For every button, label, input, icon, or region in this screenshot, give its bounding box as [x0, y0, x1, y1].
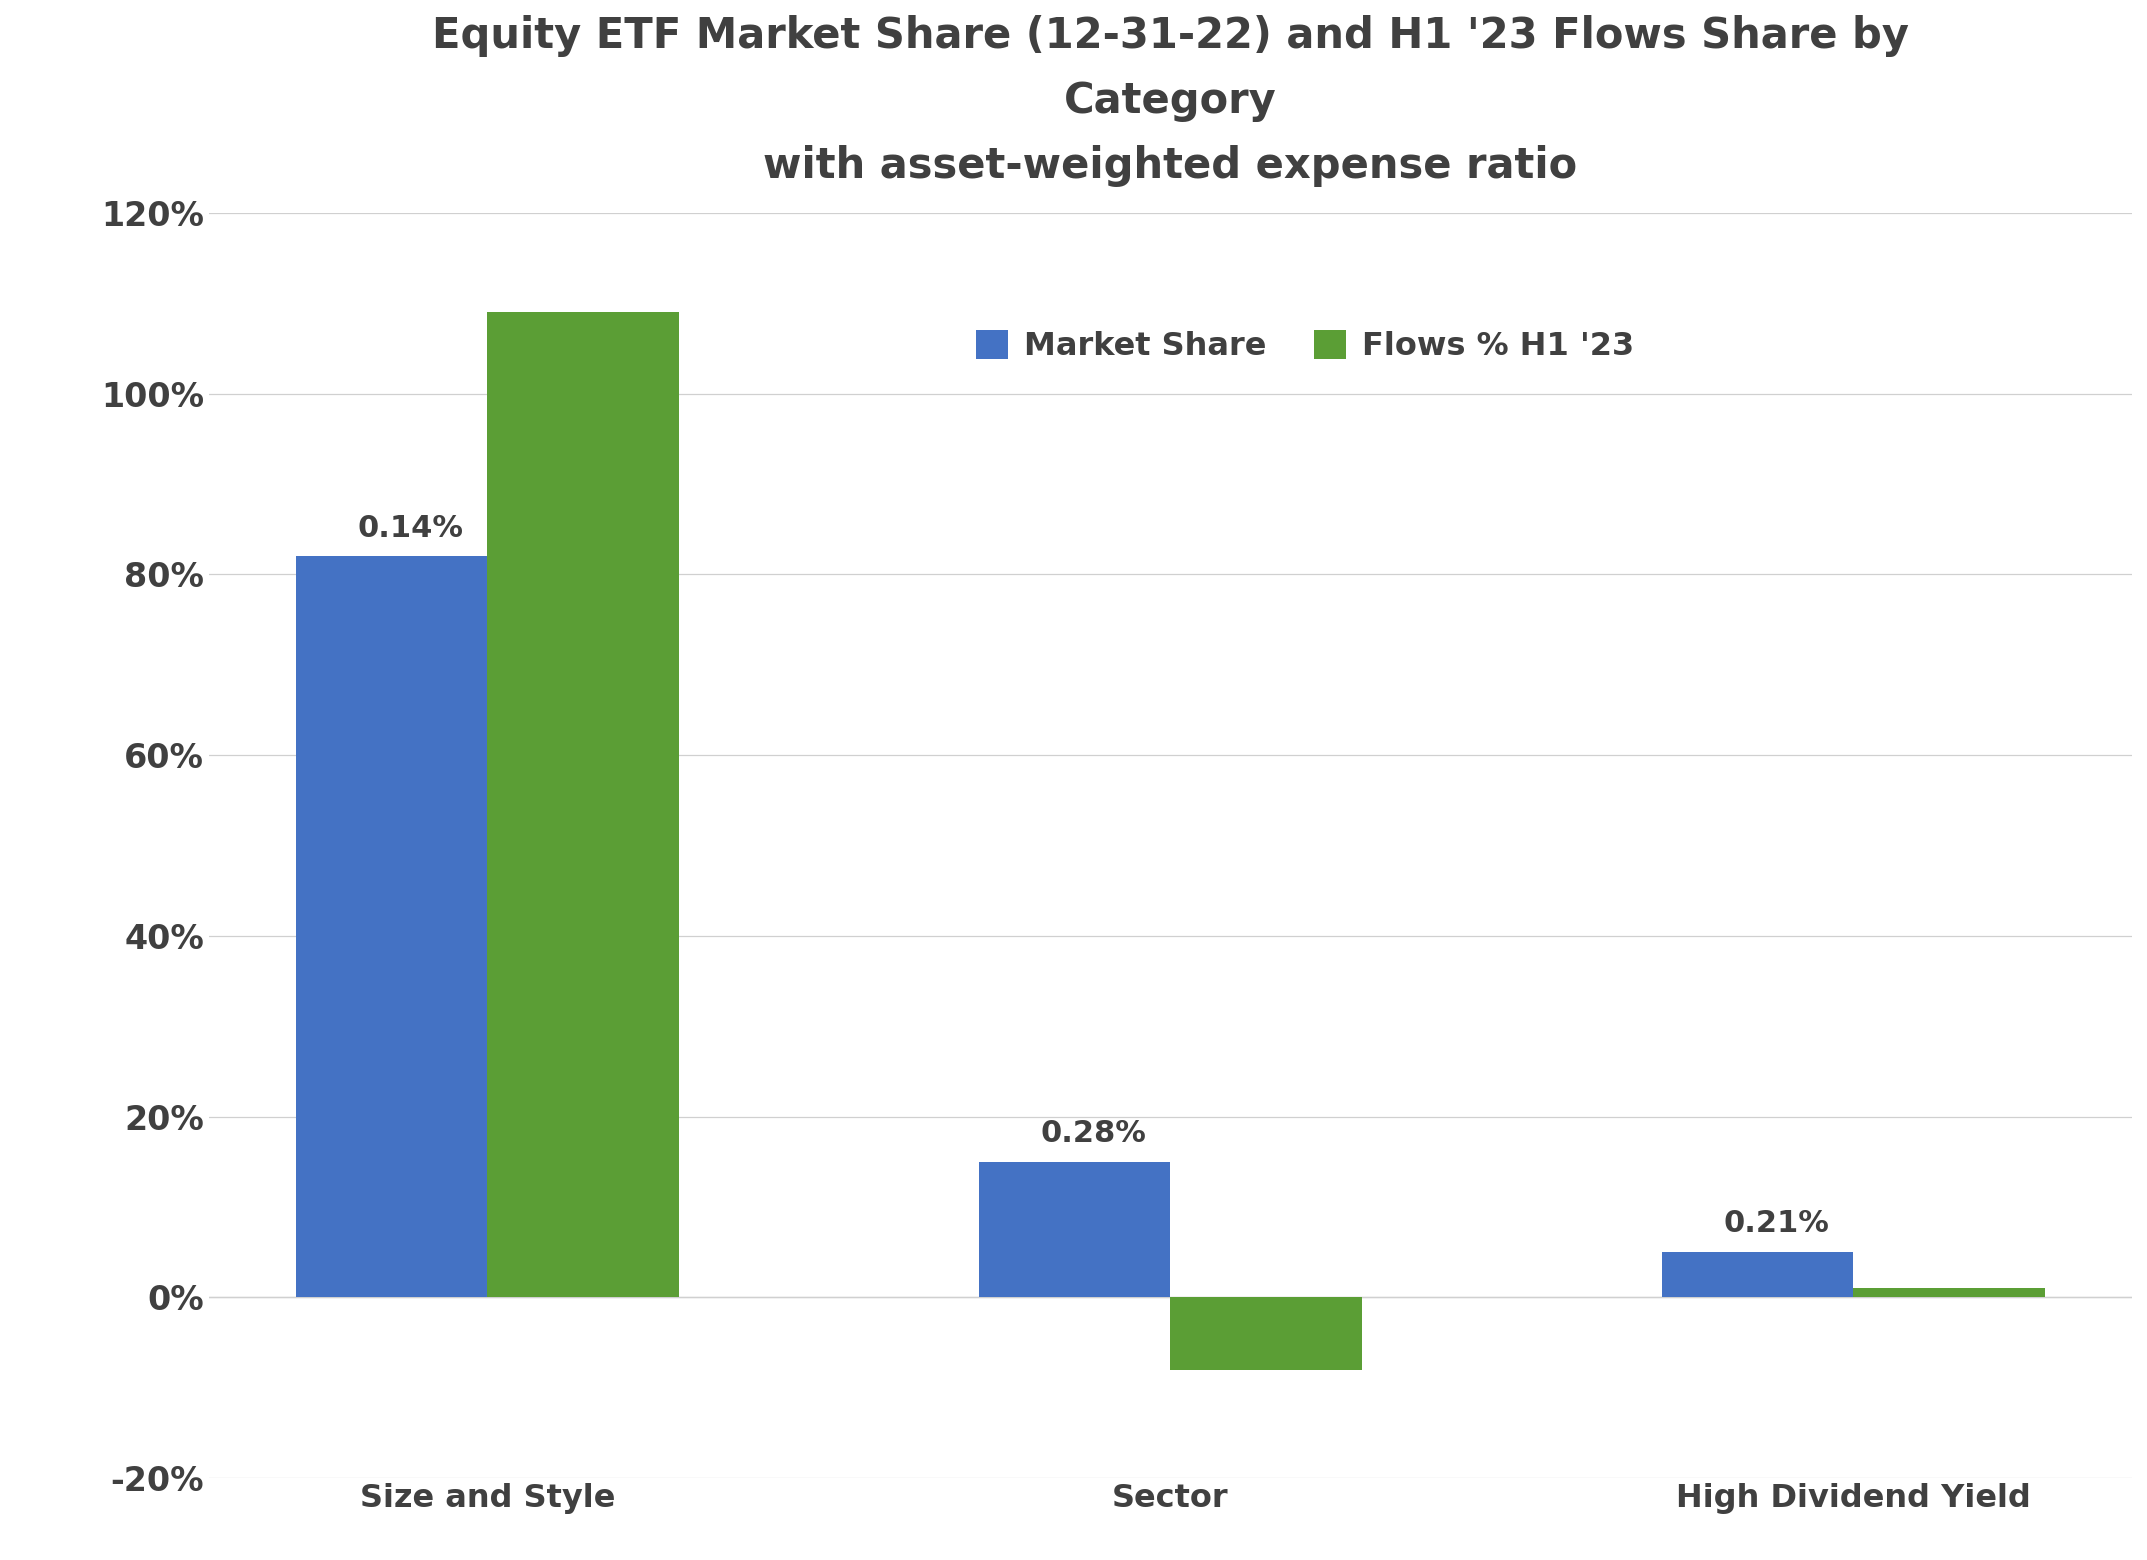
Legend: Market Share, Flows % H1 '23: Market Share, Flows % H1 '23: [964, 317, 1647, 376]
Bar: [1170, 1298, 1361, 1370]
Bar: [487, 312, 678, 1298]
Bar: [1853, 1289, 2044, 1298]
Title: Equity ETF Market Share (12-31-22) and H1 '23 Flows Share by
Category
with asset: Equity ETF Market Share (12-31-22) and H…: [432, 16, 1909, 187]
Text: 0.21%: 0.21%: [1724, 1209, 1829, 1239]
Text: 0.28%: 0.28%: [1041, 1119, 1146, 1148]
Text: 0.14%: 0.14%: [359, 513, 464, 543]
Bar: [979, 1162, 1170, 1298]
Bar: [1662, 1253, 1853, 1298]
Bar: [296, 557, 487, 1298]
